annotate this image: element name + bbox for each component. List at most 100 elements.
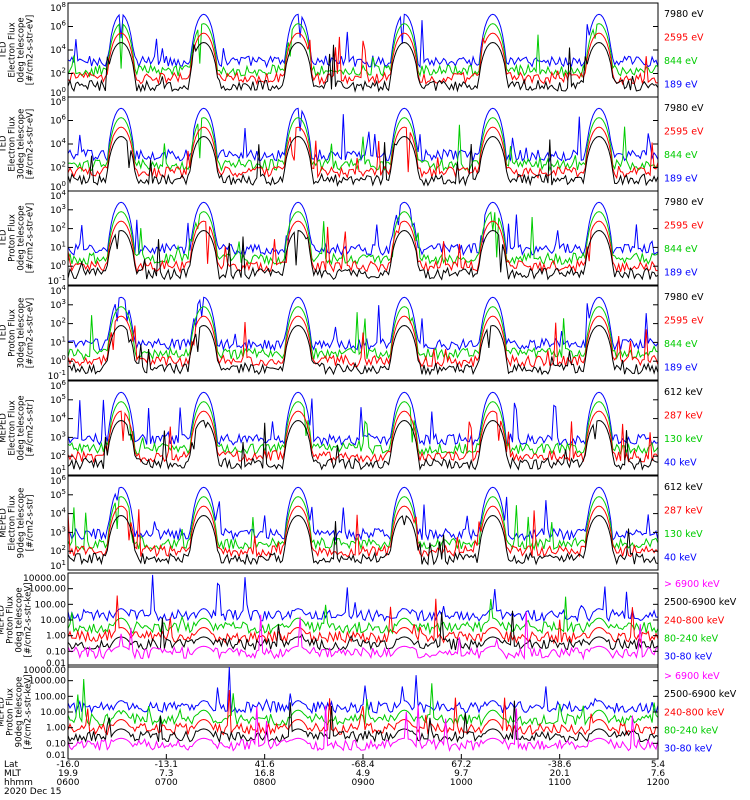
series-line-2595-eV <box>67 32 659 86</box>
y-axis-label-line: TED <box>0 41 9 60</box>
legend-entry: 612 keV <box>664 387 703 398</box>
series-line-30-80-keV <box>67 574 659 623</box>
y-axis-label-line: [#/cm2-s-str-eV] <box>26 109 36 179</box>
legend-entry: 287 keV <box>664 411 703 422</box>
y-tick-label: 100 <box>50 180 66 193</box>
y-axis-label: MEPED Proton Flux 90deg telescope [#/cm2-s-… <box>0 675 34 750</box>
y-axis-label-line: Proton Flux <box>8 214 18 262</box>
y-tick-label: 102 <box>50 222 66 235</box>
y-tick-label: 1000.00 <box>29 677 66 687</box>
y-tick-label: 10000.00 <box>23 666 66 676</box>
series-line-7980-eV <box>67 229 659 281</box>
panel-frame <box>67 572 659 668</box>
x-tick-label-mlt: 7.6 <box>651 769 666 779</box>
y-axis-label: TED Electron Flux 30deg telescope [#/cm2-s-… <box>0 109 36 180</box>
series-line-844-eV <box>67 306 659 362</box>
x-tick-label-mlt: 19.9 <box>58 769 78 779</box>
legend-entry: > 6900 keV <box>664 579 720 590</box>
y-tick-label: 104 <box>50 43 66 56</box>
y-axis-label-line: [#/cm2-s-str-eV] <box>26 15 36 85</box>
y-tick-label: 100.00 <box>35 600 67 610</box>
legend-entry: 2595 eV <box>664 221 704 232</box>
x-tick-label-lat: 41.6 <box>255 760 275 770</box>
y-axis-label-line: [#/cm2-s-str] <box>26 400 36 457</box>
panel-meped-proton-0deg: 0.010.101.0010.00100.001000.0010000.00ME… <box>0 572 737 669</box>
y-tick-label: 100 <box>50 259 66 272</box>
y-tick-label: 100.00 <box>35 692 67 702</box>
y-tick-label: 104 <box>50 137 66 150</box>
series-line-7980-eV <box>67 324 659 376</box>
x-tick-label-hhmm: 0800 <box>253 778 276 788</box>
y-axis-label-line: [#/cm2-s-str-eV] <box>26 298 36 368</box>
y-axis-label-line: 30deg telescope <box>17 109 27 180</box>
y-axis-label-line: 0deg telescope <box>17 395 27 460</box>
series-line-240-800-keV <box>67 689 659 736</box>
y-tick-label: 104 <box>50 507 66 520</box>
legend-entry: 7980 eV <box>664 103 704 114</box>
y-axis-label-line: MEPED <box>0 413 9 443</box>
y-tick-label: 102 <box>50 161 66 174</box>
x-tick-label-mlt: 7.3 <box>159 769 173 779</box>
panel-frame <box>67 475 659 571</box>
y-axis-label: TED Proton Flux 30deg telescope [#/cm2-s-st… <box>0 298 36 369</box>
y-tick-label: 108 <box>50 95 66 108</box>
series-line-130-keV <box>67 401 659 456</box>
legend-entry: 844 eV <box>664 339 698 350</box>
y-axis-label-line: Electron Flux <box>8 116 18 171</box>
y-axis-label: MEPED Electron Flux 0deg telescope [#/cm2-s… <box>0 395 36 460</box>
x-tick-label-lat: -68.4 <box>351 760 375 770</box>
y-tick-label: 108 <box>50 1 66 14</box>
y-axis-label-line: TED <box>0 135 9 154</box>
y-tick-label: 105 <box>50 393 66 406</box>
y-tick-label: 0.10 <box>46 739 66 749</box>
series-line-2500-6900-keV <box>67 700 659 744</box>
series-line-7980-eV <box>67 41 659 93</box>
y-axis-label-line: Proton Flux <box>6 596 16 644</box>
y-axis-label-line: [#/cm2-s-str-keV] <box>24 675 34 750</box>
legend-entry: 7980 eV <box>664 9 704 20</box>
x-row-label: 2020 Dec 15 <box>4 787 62 797</box>
y-axis-label-line: MEPED <box>0 508 9 538</box>
y-axis-label-line: TED <box>0 324 9 343</box>
legend-entry: 189 eV <box>664 174 698 185</box>
y-axis-label: TED Proton Flux 0deg telescope [#/cm2-s-str… <box>0 203 36 273</box>
legend-entry: 30-80 keV <box>664 652 713 663</box>
y-axis-label-line: 0deg telescope <box>17 205 27 270</box>
y-axis-label-line: 0deg telescope <box>15 587 25 652</box>
legend-entry: 844 eV <box>664 56 698 67</box>
y-tick-label: 101 <box>50 335 66 348</box>
legend-entry: 240-800 keV <box>664 707 725 718</box>
series-line-2595-eV <box>67 315 659 369</box>
y-tick-label: 101 <box>50 240 66 253</box>
y-axis-label-line: Proton Flux <box>6 688 16 736</box>
x-tick-label-mlt: 16.8 <box>255 769 275 779</box>
series-line-189-eV <box>67 201 659 257</box>
series-line-189-eV <box>67 13 659 69</box>
x-tick-label-hhmm: 1000 <box>450 778 473 788</box>
y-tick-label: 102 <box>50 449 66 462</box>
x-row-label: MLT <box>4 769 22 779</box>
y-axis-label-line: Electron Flux <box>8 495 18 550</box>
y-axis-label: TED Electron Flux 0deg telescope [#/cm2-s-s… <box>0 15 36 85</box>
y-tick-label: 1.00 <box>46 632 66 642</box>
y-tick-label: 106 <box>50 474 66 487</box>
y-tick-label: 102 <box>50 544 66 557</box>
legend-entry: 7980 eV <box>664 292 704 303</box>
y-tick-label: 104 <box>50 284 66 297</box>
legend-entry: 7980 eV <box>664 197 704 208</box>
x-tick-label-lat: -16.0 <box>56 760 80 770</box>
panel-frame <box>67 190 659 286</box>
y-tick-label: 10.00 <box>40 616 66 626</box>
y-tick-label: 10.00 <box>40 708 66 718</box>
series-line-2500-6900-keV <box>67 610 659 651</box>
series-line-287-keV <box>67 505 659 559</box>
y-tick-label: 104 <box>50 412 66 425</box>
y-axis-label-line: [#/cm2-s-str] <box>26 495 36 552</box>
series-line-7980-eV <box>67 135 659 187</box>
legend-entry: 30-80 keV <box>664 744 713 755</box>
y-tick-label: 0.10 <box>46 647 66 657</box>
y-tick-label: 1000.00 <box>29 585 66 595</box>
series-line-2595-eV <box>67 126 659 180</box>
y-tick-label: 103 <box>50 203 66 216</box>
